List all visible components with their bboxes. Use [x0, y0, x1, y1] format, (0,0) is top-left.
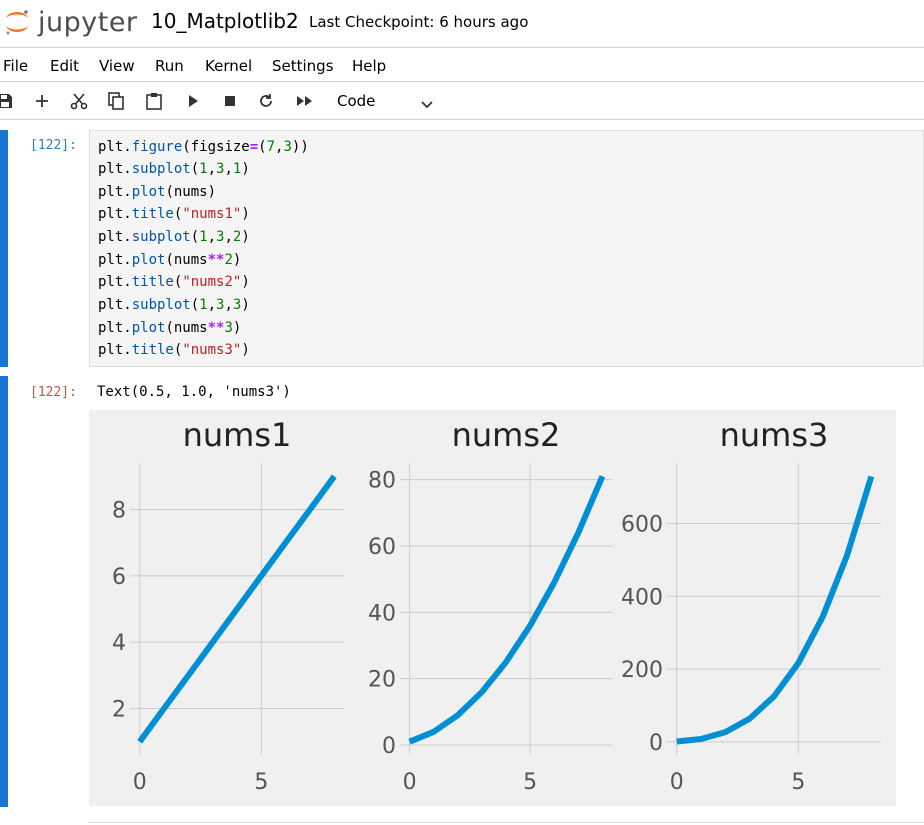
y-tick-label: 0 [382, 734, 396, 759]
output-text: Text(0.5, 1.0, 'nums3') [97, 384, 291, 400]
copy-icon[interactable] [105, 91, 127, 111]
code-line[interactable]: plt.plot(nums**3) [98, 320, 242, 336]
menu-edit[interactable]: Edit [50, 57, 80, 75]
save-icon[interactable] [0, 91, 16, 111]
code-line[interactable]: plt.subplot(1,3,3) [98, 297, 250, 313]
cell-type-select[interactable]: Code [337, 92, 376, 110]
output-cell-indicator[interactable] [0, 376, 8, 807]
notebook-title[interactable]: 10_Matplotlib2 [151, 9, 299, 33]
y-tick-label: 80 [368, 469, 396, 494]
subplot-title: nums1 [183, 416, 292, 454]
y-tick-label: 2 [112, 698, 126, 723]
code-line[interactable]: plt.plot(nums**2) [98, 252, 242, 268]
checkpoint-status: Last Checkpoint: 6 hours ago [309, 13, 529, 31]
active-cell-indicator[interactable] [0, 130, 8, 367]
y-tick-label: 600 [621, 512, 663, 537]
code-line[interactable]: plt.figure(figsize=(7,3)) [98, 139, 309, 155]
x-tick-label: 5 [791, 770, 805, 795]
x-tick-label: 0 [403, 770, 417, 795]
cut-icon[interactable] [68, 91, 90, 111]
chevron-down-icon[interactable] [420, 95, 434, 114]
code-line[interactable]: plt.title("nums3") [98, 342, 250, 358]
x-tick-label: 5 [254, 770, 268, 795]
logo-text: jupyter [38, 6, 138, 38]
restart-icon[interactable] [255, 91, 277, 111]
menu-bar: File Edit View Run Kernel Settings Help [0, 47, 924, 82]
menu-view[interactable]: View [99, 57, 135, 75]
code-editor[interactable]: plt.figure(figsize=(7,3)) plt.subplot(1,… [89, 130, 924, 367]
menu-help[interactable]: Help [352, 57, 387, 75]
code-line[interactable]: plt.title("nums2") [98, 274, 250, 290]
paste-icon[interactable] [143, 91, 165, 111]
menu-file[interactable]: File [3, 57, 29, 75]
menu-settings[interactable]: Settings [272, 57, 334, 75]
subplot-title: nums3 [720, 416, 829, 454]
menu-kernel[interactable]: Kernel [205, 57, 253, 75]
cell-divider [89, 822, 924, 823]
y-tick-label: 60 [368, 535, 396, 560]
y-tick-label: 20 [368, 668, 396, 693]
x-tick-label: 0 [670, 770, 684, 795]
x-tick-label: 0 [133, 770, 147, 795]
series-line [676, 475, 875, 745]
input-prompt: [122]: [30, 138, 77, 153]
x-tick-label: 5 [523, 770, 537, 795]
y-tick-label: 6 [112, 565, 126, 590]
matplotlib-figure: 2 4 6 8 0 5 nums1 0 20 40 60 80 0 5 nums2 0 200 400 600 0 5 n… [89, 410, 896, 806]
series-line [408, 475, 606, 745]
code-line[interactable]: plt.subplot(1,3,1) [98, 161, 250, 177]
add-cell-icon[interactable] [31, 91, 53, 111]
code-line[interactable]: plt.title("nums1") [98, 206, 250, 222]
menu-run[interactable]: Run [155, 57, 184, 75]
y-tick-label: 40 [368, 601, 396, 626]
fast-forward-icon[interactable] [294, 91, 316, 111]
code-line[interactable]: plt.subplot(1,3,2) [98, 229, 250, 245]
output-prompt: [122]: [30, 385, 77, 400]
code-line[interactable]: plt.plot(nums) [98, 184, 217, 200]
y-tick-label: 0 [649, 731, 663, 756]
run-icon[interactable] [182, 91, 204, 111]
y-tick-label: 400 [621, 585, 663, 610]
jupyter-logo[interactable]: jupyter [2, 4, 138, 40]
y-tick-label: 8 [112, 498, 126, 523]
jupyter-logo-icon [6, 10, 28, 35]
y-tick-label: 4 [112, 631, 126, 656]
top-bar: jupyter 10_Matplotlib2 Last Checkpoint: … [0, 0, 924, 46]
stop-icon[interactable] [219, 91, 241, 111]
subplot-title: nums2 [452, 416, 561, 454]
y-tick-label: 200 [621, 658, 663, 683]
toolbar: Code [0, 82, 924, 120]
series-line [137, 474, 337, 744]
